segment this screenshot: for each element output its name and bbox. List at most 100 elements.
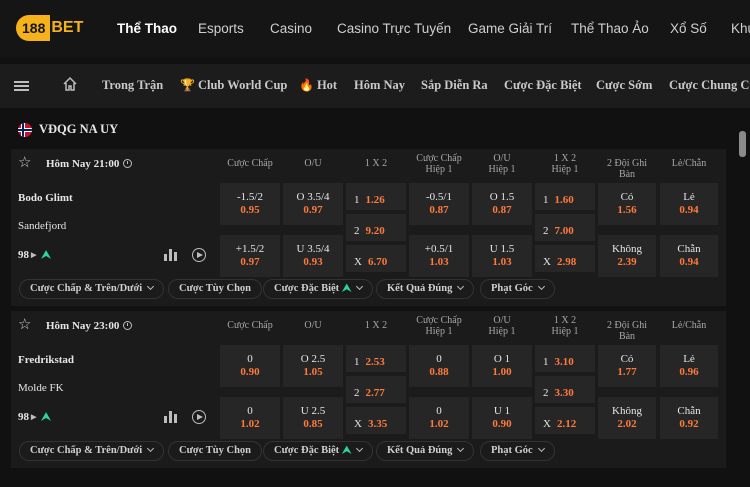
pill-corners[interactable]: Phạt Góc <box>480 279 555 299</box>
odds-cell-ou-h1[interactable]: O 1.5 0.87 <box>472 183 532 225</box>
pill-handicap-ou[interactable]: Cược Chấp & Trên/Dưới <box>19 279 165 299</box>
play-video-icon[interactable] <box>192 410 206 424</box>
chevron-down-icon <box>457 282 465 291</box>
clock-icon <box>123 159 133 168</box>
league-header[interactable]: VĐQG NA UY <box>18 122 118 137</box>
chevron-down-icon <box>147 444 155 453</box>
odds-price: 2.98 <box>556 256 577 268</box>
odds-cell-ou[interactable]: U 3.5/4 0.93 <box>283 235 343 277</box>
home-icon[interactable] <box>62 76 78 92</box>
away-team[interactable]: Sandefjord <box>18 220 67 232</box>
odds-cell-ou[interactable]: U 2.5 0.85 <box>283 397 343 439</box>
odds-cell-1x2[interactable]: X 3.35 <box>346 407 406 434</box>
odds-line: O 1.5 <box>489 191 515 203</box>
menu-icon[interactable] <box>14 81 29 91</box>
away-team[interactable]: Molde FK <box>18 382 64 394</box>
home-team[interactable]: Bodo Glimt <box>18 192 73 204</box>
column-header-line1: 1 X 2 <box>364 320 388 331</box>
odds-cell-handicap[interactable]: +1.5/2 0.97 <box>220 235 280 277</box>
odds-price: 0.85 <box>303 418 323 430</box>
odds-cell-handicap[interactable]: 0 0.90 <box>220 345 280 387</box>
odds-cell-handicap[interactable]: 0 1.02 <box>220 397 280 439</box>
column-header-1x2: 1 X 2 <box>346 158 406 169</box>
favorite-star-icon[interactable]: ☆ <box>18 155 32 171</box>
favorite-star-icon[interactable]: ☆ <box>18 317 32 333</box>
odds-cell-1x2-h1[interactable]: 2 3.30 <box>535 376 595 403</box>
sub-nav-hom-nay[interactable]: Hôm Nay <box>354 78 406 92</box>
odds-cell-1x2-h1[interactable]: 2 7.00 <box>535 214 595 241</box>
stats-icon[interactable] <box>164 411 178 423</box>
odds-cell-1x2-h1[interactable]: 1 1.60 <box>535 183 595 210</box>
sub-nav-club-world-cup[interactable]: 🏆 Club World Cup <box>180 78 287 93</box>
top-nav-the-thao[interactable]: Thể Thao <box>117 21 177 36</box>
pill-corners[interactable]: Phạt Góc <box>480 441 555 461</box>
pill-correct-score[interactable]: Kết Quả Đúng <box>376 441 475 461</box>
odds-cell-handicap-h1[interactable]: +0.5/1 1.03 <box>409 235 469 277</box>
odds-cell-handicap-h1[interactable]: 0 1.02 <box>409 397 469 439</box>
odds-cell-ou-h1[interactable]: U 1 0.90 <box>472 397 532 439</box>
column-header-line1: 2 Đội Ghi Bàn <box>607 320 647 342</box>
odds-cell-1x2[interactable]: X 6.70 <box>346 245 406 272</box>
odds-cell-handicap-h1[interactable]: -0.5/1 0.87 <box>409 183 469 225</box>
market-count[interactable]: 98 ▶ ⮝ <box>18 249 51 262</box>
odds-cell-odd-even[interactable]: Lẻ 0.94 <box>660 183 718 225</box>
odds-cell-1x2[interactable]: 2 9.20 <box>346 214 406 241</box>
column-header-line1: Cược Chấp <box>227 158 273 169</box>
sub-nav-hot[interactable]: 🔥 Hot <box>299 78 337 93</box>
stats-icon[interactable] <box>164 249 178 261</box>
odds-line: Chẵn <box>677 243 701 255</box>
odds-price: 6.70 <box>367 256 388 268</box>
top-nav-game-giai-tri[interactable]: Game Giải Trí <box>468 21 553 36</box>
sub-nav-cuoc-som[interactable]: Cược Sớm <box>596 78 653 92</box>
odds-cell-odd-even[interactable]: Chẵn 0.92 <box>660 397 718 439</box>
column-header-both-teams-score: 2 Đội Ghi Bàn <box>598 158 656 180</box>
odds-cell-1x2[interactable]: 1 1.26 <box>346 183 406 210</box>
odds-cell-ou-h1[interactable]: U 1.5 1.03 <box>472 235 532 277</box>
odds-cell-1x2[interactable]: 2 2.77 <box>346 376 406 403</box>
odds-cell-ou[interactable]: O 3.5/4 0.97 <box>283 183 343 225</box>
sub-nav-cuoc-dac-biet[interactable]: Cược Đặc Biệt <box>504 78 582 92</box>
odds-cell-both-teams-score[interactable]: Có 1.77 <box>598 345 656 387</box>
odds-cell-both-teams-score[interactable]: Không 2.02 <box>598 397 656 439</box>
odds-cell-odd-even[interactable]: Chẵn 0.94 <box>660 235 718 277</box>
odds-outcome: 2 <box>543 225 549 237</box>
market-count[interactable]: 98 ▶ ⮝ <box>18 411 51 424</box>
top-nav-esports[interactable]: Esports <box>198 21 244 36</box>
pill-special[interactable]: Cược Đặc Biệt ⮝ <box>263 441 374 461</box>
scrollbar[interactable] <box>739 131 746 157</box>
top-nav-xo-so[interactable]: Xổ Số <box>670 21 707 36</box>
top-nav-casino-truc-tuyen[interactable]: Casino Trực Tuyến <box>337 21 452 36</box>
odds-cell-both-teams-score[interactable]: Có 1.56 <box>598 183 656 225</box>
home-team[interactable]: Fredrikstad <box>18 354 75 366</box>
odds-cell-odd-even[interactable]: Lẻ 0.96 <box>660 345 718 387</box>
odds-cell-ou-h1[interactable]: O 1 1.00 <box>472 345 532 387</box>
odds-cell-1x2-h1[interactable]: 1 3.10 <box>535 345 595 372</box>
chevron-down-icon <box>457 444 465 453</box>
top-nav-khu[interactable]: Khu <box>731 21 750 36</box>
odds-price: 0.88 <box>429 366 449 378</box>
sub-nav-trong-tran[interactable]: Trong Trận <box>102 78 164 92</box>
odds-cell-1x2-h1[interactable]: X 2.98 <box>535 245 595 272</box>
odds-cell-1x2[interactable]: 1 2.53 <box>346 345 406 372</box>
odds-price: 3.30 <box>554 387 574 399</box>
pill-special[interactable]: Cược Đặc Biệt ⮝ <box>263 279 374 299</box>
top-nav-the-thao-ao[interactable]: Thể Thao Ảo <box>571 21 649 36</box>
sub-nav-sap-dien-ra[interactable]: Sắp Diễn Ra <box>421 78 488 92</box>
odds-cell-ou[interactable]: O 2.5 1.05 <box>283 345 343 387</box>
play-video-icon[interactable] <box>192 248 206 262</box>
logo[interactable]: 188 BET <box>16 12 83 44</box>
odds-line: -0.5/1 <box>426 191 452 203</box>
odds-cell-both-teams-score[interactable]: Không 2.39 <box>598 235 656 277</box>
pill-handicap-ou[interactable]: Cược Chấp & Trên/Dưới <box>19 441 165 461</box>
odds-cell-1x2-h1[interactable]: X 2.12 <box>535 407 595 434</box>
top-nav-casino[interactable]: Casino <box>270 21 313 36</box>
odds-cell-handicap-h1[interactable]: 0 0.88 <box>409 345 469 387</box>
trend-up-icon: ⮝ <box>41 249 51 261</box>
sub-nav-cuoc-chung-cuoc[interactable]: Cược Chung Cu <box>669 78 750 92</box>
column-header-line1: Cược Chấp <box>416 153 462 164</box>
odds-cell-handicap[interactable]: -1.5/2 0.95 <box>220 183 280 225</box>
pill-custom[interactable]: Cược Tùy Chọn <box>168 279 263 299</box>
pill-custom[interactable]: Cược Tùy Chọn <box>168 441 263 461</box>
pill-correct-score[interactable]: Kết Quả Đúng <box>376 279 475 299</box>
column-header-line1: O/U <box>304 320 322 331</box>
